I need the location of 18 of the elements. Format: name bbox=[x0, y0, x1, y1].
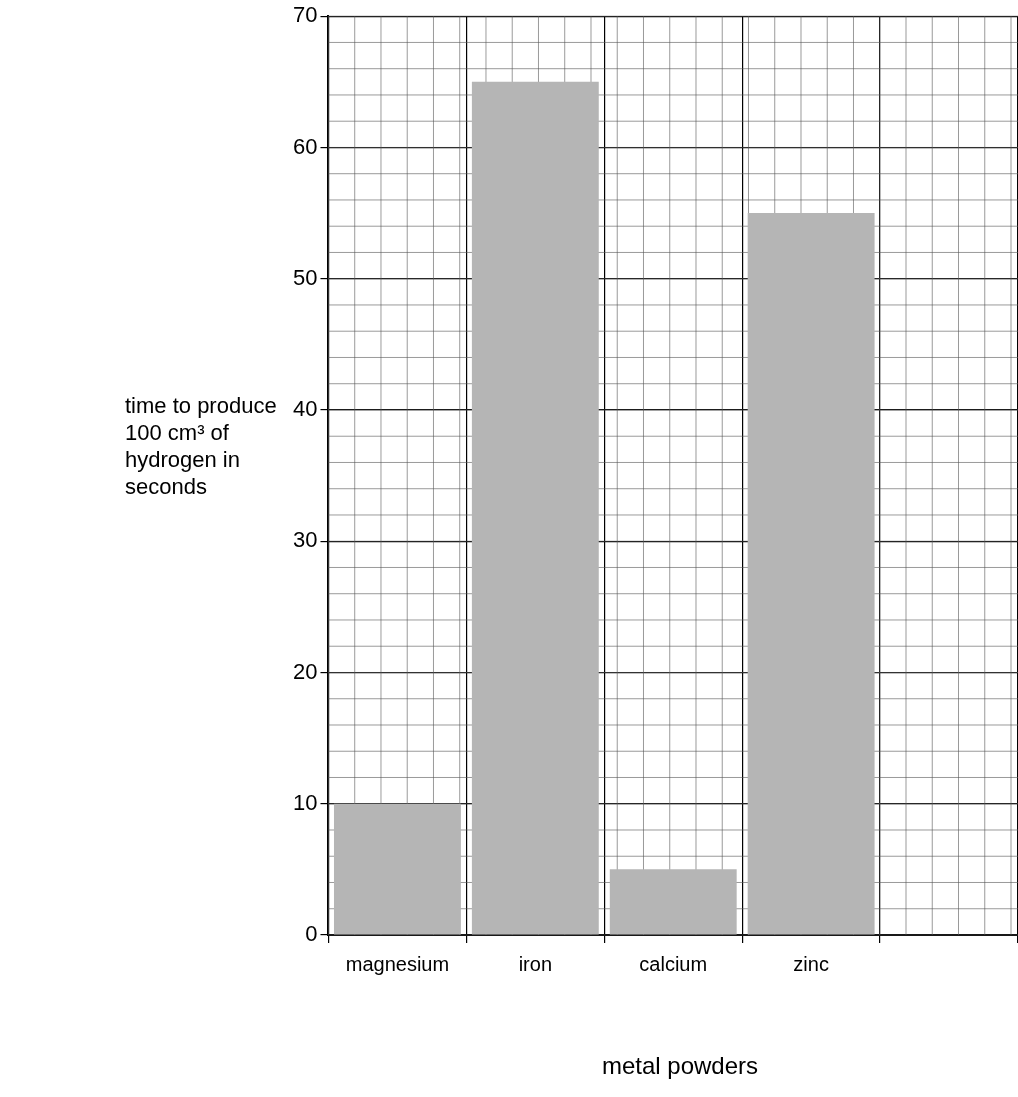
y-tick-label: 70 bbox=[292, 2, 318, 28]
y-tick-label: 0 bbox=[305, 921, 318, 947]
bar bbox=[471, 81, 599, 935]
bar bbox=[747, 213, 875, 935]
y-tick-label: 10 bbox=[292, 789, 318, 815]
x-tick-label: calcium bbox=[639, 952, 708, 975]
y-tick-label: 50 bbox=[292, 264, 318, 290]
y-tick-label: 30 bbox=[292, 527, 318, 553]
x-axis-title: metal powders bbox=[600, 1052, 760, 1080]
x-tick-label: iron bbox=[518, 952, 553, 975]
x-tick-label: zinc bbox=[793, 952, 829, 975]
bar bbox=[333, 803, 461, 935]
bar bbox=[609, 869, 737, 935]
y-tick-label: 60 bbox=[292, 133, 318, 159]
y-axis-title: time to produce 100 cm³ of hydrogen in seconds bbox=[125, 392, 278, 500]
y-tick-label: 20 bbox=[292, 658, 318, 684]
x-tick-label: magnesium bbox=[345, 952, 450, 975]
y-tick-label: 40 bbox=[292, 396, 318, 422]
